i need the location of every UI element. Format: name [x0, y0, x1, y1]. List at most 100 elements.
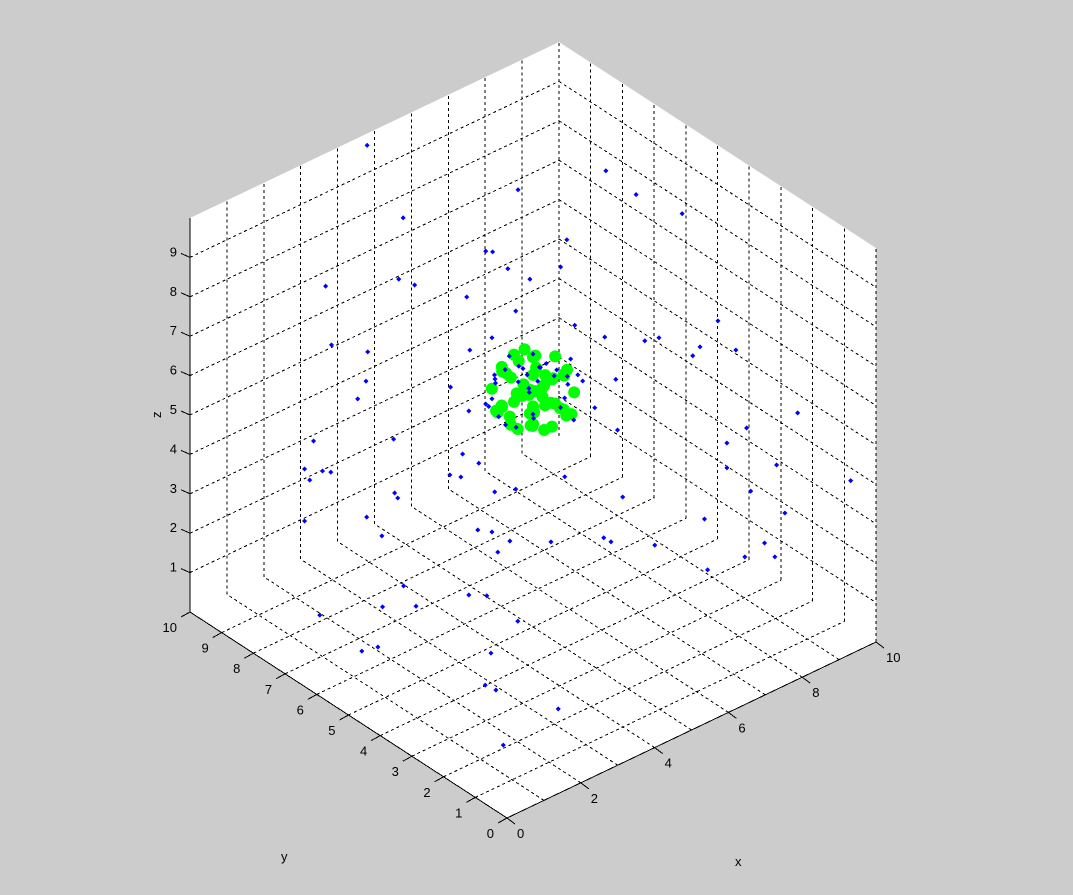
y-tick-mark	[402, 755, 413, 762]
blue-data-point	[328, 342, 335, 348]
x-tick-label: 8	[812, 685, 819, 700]
wall-gridline-z	[189, 199, 560, 377]
blue-data-point	[447, 472, 453, 478]
grid-lines	[189, 42, 877, 801]
floor-gridline-y	[411, 579, 782, 757]
blue-data-point	[483, 401, 489, 407]
x-axis-line	[506, 641, 877, 819]
wall-gridline-z	[189, 159, 560, 337]
z-tick-label: 9	[170, 244, 177, 259]
blue-data-point	[467, 347, 473, 353]
blue-data-point	[489, 529, 495, 535]
blue-data-point	[558, 264, 564, 270]
green-data-point	[518, 343, 531, 356]
blue-data-point	[620, 494, 626, 500]
green-data-point	[485, 382, 498, 395]
x-tick-mark	[801, 676, 811, 684]
x-tick-mark	[875, 641, 885, 649]
blue-data-point	[513, 308, 519, 314]
axis-lines	[180, 218, 885, 825]
blue-data-point	[795, 410, 801, 416]
y-tick-mark	[434, 776, 444, 783]
green-data-point	[512, 354, 525, 367]
x-tick-label: 6	[738, 720, 745, 735]
z-tick-mark	[180, 568, 191, 574]
green-data-point	[526, 419, 539, 432]
blue-data-point	[447, 384, 454, 390]
blue-data-point	[502, 367, 508, 373]
blue-data-point	[302, 466, 308, 472]
x-axis-label: x	[735, 854, 742, 869]
blue-data-point	[466, 592, 472, 598]
blue-data-point	[489, 396, 495, 402]
blue-data-point	[526, 385, 532, 391]
blue-data-point	[748, 488, 754, 494]
x-tick-mark	[654, 747, 663, 754]
y-tick-label: 2	[423, 785, 430, 800]
wall-gridline-z	[189, 396, 560, 574]
blue-data-point	[516, 363, 522, 369]
blue-data-point	[317, 612, 323, 618]
blue-data-point	[496, 414, 502, 420]
y-axis-label: y	[281, 849, 288, 864]
blue-data-point	[555, 706, 561, 712]
blue-data-point	[492, 489, 498, 495]
green-data-point	[517, 378, 530, 391]
blue-data-point	[319, 468, 326, 474]
blue-data-point	[690, 353, 696, 359]
blue-data-point	[733, 347, 739, 353]
wall-gridline-z	[189, 120, 560, 298]
x-tick-mark	[506, 817, 516, 825]
green-data-point	[491, 406, 504, 419]
blue-data-point	[492, 376, 498, 382]
floor-gridline-y	[253, 476, 623, 654]
x-tick-mark	[580, 782, 590, 790]
x-tick-label: 10	[886, 650, 900, 665]
blue-data-point	[557, 405, 563, 411]
z-tick-label: 1	[170, 560, 177, 575]
blue-data-point	[396, 276, 402, 282]
wall-gridline-z	[189, 238, 560, 416]
blue-data-point	[701, 516, 708, 522]
blue-data-point	[395, 495, 401, 501]
y-tick-mark	[466, 796, 476, 803]
blue-data-point	[564, 373, 570, 379]
wall-gridline-z	[189, 277, 560, 455]
z-tick-mark	[180, 371, 191, 377]
green-data-point	[539, 399, 552, 412]
blue-data-point	[307, 477, 313, 483]
y-tick-label: 10	[163, 620, 177, 635]
x-tick-label: 0	[517, 826, 524, 841]
floor-gridline-y	[475, 620, 845, 798]
blue-data-point	[507, 538, 513, 544]
blue-data-point	[466, 408, 472, 414]
blue-data-point	[513, 424, 519, 430]
blue-data-point	[483, 248, 489, 254]
blue-data-point	[364, 142, 370, 148]
green-data-point	[510, 387, 523, 400]
blue-data-point	[565, 381, 571, 387]
blue-data-point	[524, 372, 530, 378]
green-data-point	[538, 424, 551, 436]
blue-data-point	[656, 335, 662, 341]
blue-data-point	[458, 474, 464, 480]
z-tick-mark	[180, 331, 191, 337]
blue-data-point	[580, 378, 586, 384]
y-tick-label: 6	[297, 702, 304, 717]
blue-data-point	[503, 422, 509, 428]
green-data-point	[568, 386, 581, 399]
z-tick-label: 2	[170, 520, 177, 535]
blue-data-point	[475, 527, 481, 533]
blue-data-point	[412, 282, 418, 288]
blue-data-point	[774, 462, 780, 468]
y-tick-mark	[307, 693, 318, 700]
z-tick-label: 6	[170, 363, 177, 378]
floor-gridline-y	[348, 538, 718, 716]
y-tick-mark	[244, 652, 254, 659]
blue-data-point	[363, 378, 369, 384]
y-tick-mark	[339, 714, 349, 721]
floor-gridline-y	[221, 456, 591, 634]
green-data-point	[539, 369, 552, 382]
blue-data-point	[491, 372, 498, 378]
